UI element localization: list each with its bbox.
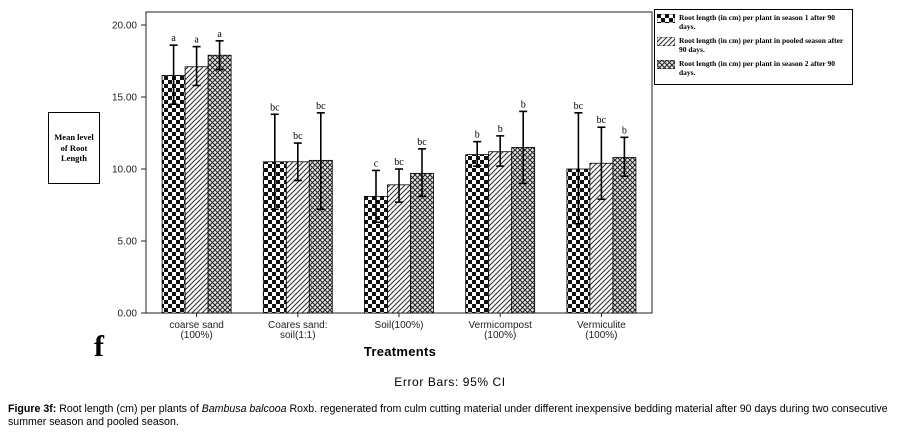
bar [285, 161, 310, 314]
caption-text: Root length (cm) per plants of [56, 403, 202, 415]
significance-letter: c [374, 158, 379, 169]
x-tick-label: soil(1:1) [280, 330, 316, 341]
y-tick-label: 0.00 [118, 309, 138, 320]
significance-letter: b [498, 124, 503, 135]
legend-label: Root length (in cm) per plant in season … [679, 59, 835, 77]
legend-swatch-crosshatch [657, 60, 675, 69]
x-tick-label: (100%) [180, 330, 212, 341]
legend-swatch-diagonal [657, 37, 675, 46]
significance-letter: bc [394, 157, 404, 168]
legend-swatch-checker [657, 14, 675, 23]
significance-letter: b [622, 125, 627, 136]
y-tick-label: 10.00 [112, 165, 137, 176]
significance-letter: bc [417, 137, 427, 148]
bar [161, 75, 186, 314]
significance-letter: a [217, 29, 222, 40]
x-tick-label: (100%) [484, 330, 516, 341]
significance-letter: bc [293, 131, 303, 142]
x-tick-label: Vermicompost [469, 320, 533, 331]
y-tick-label: 20.00 [112, 21, 137, 32]
y-tick-label: 15.00 [112, 93, 137, 104]
significance-letter: b [475, 130, 480, 141]
bar [207, 54, 232, 314]
caption-species: Bambusa balcooa [201, 403, 287, 415]
bar [465, 154, 490, 314]
significance-letter: a [171, 33, 176, 44]
significance-letter: bc [597, 115, 607, 126]
bar [488, 151, 513, 314]
x-tick-label: coarse sand [169, 320, 223, 331]
bar [184, 66, 209, 314]
significance-letter: bc [574, 101, 584, 112]
bar [387, 184, 411, 314]
panel-letter: f [94, 330, 104, 363]
legend-label: Root length (in cm) per plant in season … [679, 13, 835, 31]
significance-letter: bc [316, 101, 326, 112]
y-tick-label: 5.00 [118, 237, 138, 248]
x-tick-label: Coares sand: [268, 320, 327, 331]
figure-caption: Figure 3f: Root length (cm) per plants o… [8, 403, 896, 428]
legend: Root length (in cm) per plant in season … [654, 9, 853, 85]
x-tick-label: Soil(100%) [375, 320, 424, 331]
bar [612, 157, 637, 314]
x-tick-label: (100%) [585, 330, 617, 341]
legend-label: Root length (in cm) per plant in pooled … [679, 36, 844, 54]
x-axis-title: Treatments [363, 344, 437, 359]
significance-letter: a [194, 35, 199, 46]
caption-text: Roxb. regenerated from culm cutting mate… [8, 403, 888, 428]
significance-letter: b [521, 99, 526, 110]
caption-lead: Figure 3f: [8, 403, 57, 415]
significance-letter: bc [270, 102, 280, 113]
y-axis-label: Mean level of Root Length [48, 112, 100, 184]
x-tick-label: Vermiculite [577, 320, 626, 331]
error-bars-note: Error Bars: 95% CI [394, 375, 506, 389]
